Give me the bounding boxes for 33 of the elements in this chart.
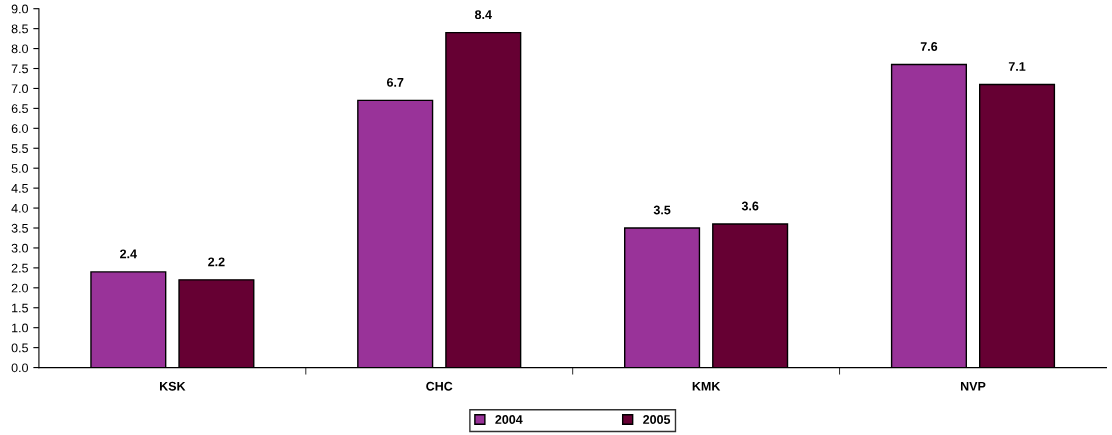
legend-label: 2004 bbox=[495, 415, 523, 424]
y-tick-label: 0.5 bbox=[11, 343, 28, 353]
data-label: 6.7 bbox=[386, 77, 404, 87]
data-label: 2.4 bbox=[120, 249, 137, 259]
legend-label: 2005 bbox=[643, 415, 671, 424]
y-tick-label: 1.5 bbox=[12, 303, 28, 313]
y-tick-label: 3.5 bbox=[11, 223, 28, 233]
y-tick-label: 4.0 bbox=[11, 203, 29, 213]
y-tick-label: 6.0 bbox=[11, 124, 29, 133]
x-tick-label: KSK bbox=[160, 381, 186, 391]
data-label: 3.6 bbox=[741, 201, 759, 211]
y-tick-label: 7.5 bbox=[11, 64, 28, 74]
data-label: 3.5 bbox=[653, 205, 671, 215]
y-tick-label: 2.0 bbox=[11, 283, 29, 293]
y-tick-label: 8.0 bbox=[11, 44, 29, 54]
data-label: 2.2 bbox=[208, 257, 225, 267]
y-tick-label: 7.0 bbox=[11, 84, 29, 94]
y-tick-label: 5.0 bbox=[11, 164, 29, 173]
y-tick-label: 9.0 bbox=[11, 4, 29, 14]
data-label: 7.1 bbox=[1008, 62, 1026, 71]
y-tick-label: 2.5 bbox=[11, 263, 28, 273]
y-tick-label: 8.5 bbox=[11, 24, 28, 34]
x-tick-label: NVP bbox=[960, 381, 986, 391]
data-label: 8.4 bbox=[474, 10, 492, 20]
y-tick-label: 0.0 bbox=[11, 363, 29, 373]
y-tick-label: 3.0 bbox=[11, 243, 29, 253]
y-tick-label: 5.5 bbox=[11, 144, 28, 153]
y-tick-label: 1.0 bbox=[12, 323, 29, 333]
y-tick-label: 6.5 bbox=[11, 104, 28, 114]
x-tick-label: KMK bbox=[692, 381, 721, 391]
data-label: 7.6 bbox=[920, 42, 938, 51]
y-tick-label: 4.5 bbox=[11, 184, 28, 193]
x-tick-label: CHC bbox=[426, 381, 453, 391]
